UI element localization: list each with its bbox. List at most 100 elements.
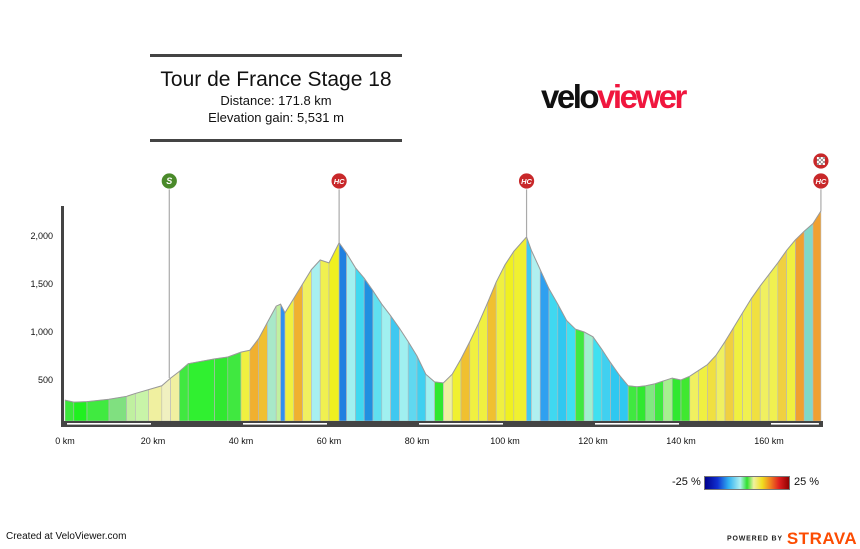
- profile-segment: [148, 385, 163, 422]
- climb-marker-circle[interactable]: [330, 172, 348, 190]
- profile-segment: [381, 303, 391, 422]
- finish-flag-icon: [822, 159, 825, 161]
- profile-segment: [680, 375, 691, 422]
- profile-segment: [135, 389, 149, 422]
- climb-marker-circle[interactable]: [518, 172, 535, 190]
- powered-by-strava: POWERED BY STRAVA: [727, 529, 857, 549]
- gradient-color-bar: [704, 476, 790, 490]
- profile-segment: [539, 269, 550, 422]
- profile-segment: [803, 222, 814, 422]
- profile-segment: [214, 356, 229, 422]
- profile-segment: [227, 351, 242, 422]
- finish-flag-icon: [816, 163, 819, 165]
- profile-segment: [724, 326, 735, 422]
- logo-part-viewer: viewer: [597, 78, 687, 115]
- finish-flag-icon: [820, 163, 823, 165]
- profile-segment: [126, 393, 136, 422]
- profile-segment: [399, 327, 409, 422]
- profile-segment: [346, 252, 356, 422]
- title-divider-top: [150, 54, 402, 57]
- distance-scale-stripe: [243, 423, 327, 425]
- profile-segment: [733, 311, 743, 422]
- profile-segment: [751, 284, 761, 422]
- profile-segment: [280, 304, 286, 422]
- x-tick-label: 40 km: [229, 436, 254, 446]
- profile-segment: [575, 328, 585, 422]
- elevation-gain-label: Elevation gain: 5,531 m: [208, 110, 344, 125]
- profile-segment: [338, 241, 347, 422]
- profile-segment: [293, 282, 303, 422]
- finish-flag-icon: [818, 163, 821, 165]
- x-tick-label: 20 km: [141, 436, 166, 446]
- profile-segment: [64, 399, 75, 422]
- x-tick-label: 60 km: [317, 436, 342, 446]
- profile-segment: [619, 374, 629, 422]
- finish-flag-icon: [820, 161, 823, 163]
- profile-segment: [179, 363, 189, 422]
- profile-segment: [777, 249, 787, 422]
- x-tick-label: 120 km: [578, 436, 608, 446]
- profile-segment: [451, 357, 462, 422]
- distance-scale-stripe: [67, 423, 151, 425]
- chart-title: Tour de France Stage 18: [160, 68, 392, 91]
- profile-segment: [768, 261, 779, 422]
- profile-segment: [654, 380, 664, 422]
- distance-scale-stripe: [419, 423, 503, 425]
- profile-segment: [636, 385, 647, 422]
- profile-segment: [460, 341, 471, 422]
- x-tick-label: 80 km: [405, 436, 430, 446]
- finish-flag-icon: [816, 157, 819, 159]
- y-tick-label: 1,500: [30, 279, 53, 289]
- distance-scale-stripe: [595, 423, 679, 425]
- profile-segment: [275, 303, 281, 422]
- profile-segment: [108, 395, 127, 422]
- profile-segment: [698, 364, 708, 422]
- sprint-marker-circle[interactable]: [160, 172, 178, 190]
- profile-segment: [786, 239, 796, 422]
- profile-segment: [592, 335, 603, 422]
- profile-segment: [86, 398, 110, 422]
- profile-segment: [627, 385, 638, 422]
- profile-segment: [566, 319, 576, 422]
- x-tick-label: 0 km: [55, 436, 75, 446]
- profile-segment: [531, 250, 541, 422]
- sprint-marker-label: S: [166, 176, 172, 186]
- profile-segment: [583, 331, 594, 422]
- finish-flag-icon: [818, 159, 821, 161]
- y-tick-label: 500: [38, 375, 53, 385]
- profile-segment: [372, 289, 383, 422]
- profile-segment: [390, 314, 400, 422]
- profile-segment: [319, 259, 330, 422]
- climb-marker-label: HC: [334, 177, 345, 186]
- finish-flag-icon: [820, 159, 823, 161]
- profile-segment: [548, 287, 559, 422]
- profile-segment: [187, 358, 215, 422]
- profile-segment: [663, 377, 673, 422]
- climb-marker-label: HC: [815, 177, 826, 186]
- profile-segment: [759, 273, 770, 422]
- y-axis-line: [61, 206, 64, 427]
- y-tick-label: 1,000: [30, 327, 53, 337]
- profile-segment: [249, 337, 259, 422]
- profile-segment: [302, 268, 312, 422]
- distance-label: Distance: 171.8 km: [220, 93, 332, 108]
- created-at-credit: Created at VeloViewer.com: [6, 531, 127, 542]
- profile-segment: [742, 297, 752, 422]
- profile-segment: [434, 381, 444, 422]
- climb-marker-circle[interactable]: [812, 172, 830, 190]
- veloviewer-logo: veloviewer: [541, 78, 687, 115]
- profile-segment: [645, 383, 655, 422]
- profile-segment: [355, 266, 365, 422]
- distance-scale-stripe: [771, 423, 819, 425]
- title-box: Tour de France Stage 18 Distance: 171.8 …: [150, 54, 402, 142]
- finish-flag-icon: [822, 157, 825, 159]
- profile-segment: [267, 305, 277, 422]
- profile-segment: [170, 370, 180, 422]
- x-tick-label: 100 km: [490, 436, 520, 446]
- finish-flag-icon: [818, 157, 821, 159]
- climb-marker-label: HC: [521, 177, 532, 186]
- finish-flag-icon: [816, 161, 819, 163]
- finish-flag-icon: [820, 157, 823, 159]
- y-tick-label: 2,000: [30, 231, 53, 241]
